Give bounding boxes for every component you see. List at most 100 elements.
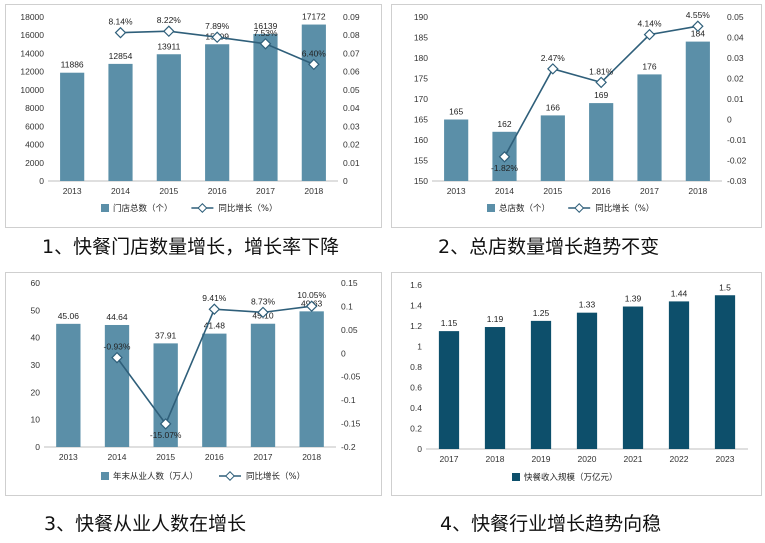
bar-value-label: 1.33 — [579, 300, 596, 310]
y2-tick-label: 0 — [727, 115, 732, 125]
y2-tick-label: 0.1 — [341, 301, 353, 311]
bar — [576, 312, 598, 449]
caption-head-stores: 2、总店数量增长趋势不变 — [438, 236, 660, 258]
y-tick-label: 0.6 — [410, 383, 422, 393]
line-point — [163, 25, 175, 38]
line-point — [259, 37, 272, 50]
bar-value-label: 176 — [642, 61, 656, 71]
bar — [301, 24, 326, 181]
y2-tick-label: 0.04 — [343, 103, 360, 113]
line-value-label: 4.55% — [686, 10, 711, 20]
bar — [205, 44, 230, 181]
x-tick-label: 2013 — [59, 452, 78, 462]
line-point — [211, 31, 223, 44]
line-point — [111, 351, 123, 364]
line-value-label: 1.81% — [589, 66, 614, 76]
x-tick-label: 2021 — [624, 454, 643, 464]
y-tick-label: 1.4 — [410, 301, 422, 311]
y-tick-label: 50 — [31, 305, 41, 315]
y-tick-label: 155 — [414, 156, 428, 166]
y-tick-label: 1.6 — [410, 280, 422, 290]
chart-panel-store-count: 0 2000 4000 6000 8000 10000 12000 14000 16000 180… — [5, 4, 382, 228]
line-value-label: -15.07% — [150, 430, 182, 440]
bar — [56, 323, 81, 447]
y-tick-label: 0 — [39, 176, 44, 186]
legend-label-line: 同比增长（%） — [218, 203, 277, 214]
x-tick-label: 2022 — [670, 454, 689, 464]
x-tick-label: 2018 — [486, 454, 505, 464]
x-tick-label: 2014 — [111, 186, 130, 196]
bar — [484, 327, 506, 449]
y2-tick-label: 0.04 — [727, 33, 744, 43]
bar — [202, 333, 227, 447]
line-point — [547, 63, 559, 75]
bar-value-label: 13911 — [157, 41, 180, 51]
y-tick-label: 4000 — [25, 140, 44, 150]
line-value-label: 2.47% — [541, 53, 566, 63]
bar — [714, 295, 736, 449]
line-point — [257, 306, 269, 319]
x-tick-label: 2018 — [304, 186, 323, 196]
y2-tick-label: 0.08 — [343, 30, 360, 40]
y2-tick-label: 0.03 — [727, 53, 744, 63]
bar-value-label: 16139 — [254, 21, 278, 31]
bar — [444, 119, 469, 181]
line-point — [305, 300, 318, 312]
y-tick-label: 10 — [31, 415, 41, 425]
y-tick-label: 170 — [414, 94, 428, 104]
y-tick-label: 185 — [414, 33, 428, 43]
bar — [253, 33, 278, 181]
y-tick-label: 12000 — [20, 67, 44, 77]
bar — [104, 324, 130, 447]
x-tick-label: 2023 — [716, 454, 735, 464]
legend-label-bar: 门店总数（个） — [113, 203, 173, 214]
line-point — [692, 20, 704, 33]
bar-value-label: 1.15 — [441, 318, 458, 328]
y-tick-label: 14000 — [20, 48, 44, 58]
bar-value-label: 1.25 — [533, 308, 550, 318]
y2-tick-label: 0.09 — [343, 12, 360, 22]
x-tick-label: 2015 — [159, 186, 178, 196]
chart-head-stores: 150 155 160 165 170 175 180 185 190 -0.03 -0.02 -0.… — [414, 10, 747, 214]
y2-tick-label: 0.15 — [341, 278, 358, 288]
bar-value-label: 1.39 — [625, 294, 642, 304]
y-tick-label: 1 — [417, 342, 422, 352]
bar-value-label: 166 — [546, 102, 560, 112]
y-tick-label: 160 — [414, 135, 428, 145]
bar-value-label: 45.06 — [58, 311, 80, 321]
bar — [108, 63, 133, 182]
chart-store-count: 0 2000 4000 6000 8000 10000 12000 14000 16000 180… — [20, 12, 360, 214]
x-tick-label: 2020 — [578, 454, 597, 464]
bar — [685, 41, 710, 181]
line-value-label: 9.41% — [202, 293, 227, 303]
chart-revenue: 0 0.2 0.4 0.6 0.8 1 1.2 1.4 1.6 2017 2018 2019 2020 2… — [410, 280, 748, 483]
x-tick-label: 2014 — [495, 186, 514, 196]
y2-tick-label: 0.02 — [343, 140, 360, 150]
x-tick-label: 2016 — [208, 186, 227, 196]
x-tick-label: 2016 — [205, 452, 224, 462]
legend-swatch-marker — [225, 471, 235, 481]
chart-panel-employees: 0 10 20 30 40 50 60 -0.2 -0.15 -0.1 -0.05 0 0.05 0.1 0… — [5, 272, 382, 496]
legend-label-line: 同比增长（%） — [246, 471, 305, 482]
y-tick-label: 18000 — [20, 12, 44, 22]
x-tick-label: 2016 — [592, 186, 611, 196]
line-value-label: 10.05% — [297, 290, 326, 300]
bar — [530, 320, 552, 449]
y-tick-label: 40 — [31, 333, 41, 343]
x-tick-label: 2015 — [156, 452, 175, 462]
line-value-label: 4.14% — [637, 19, 662, 29]
bar — [156, 54, 181, 181]
x-tick-label: 2018 — [302, 452, 321, 462]
y2-tick-label: 0 — [341, 348, 346, 358]
y-tick-label: 0.2 — [410, 424, 422, 434]
bar-value-label: 1.5 — [719, 282, 731, 292]
caption-employees: 3、快餐从业人数在增长 — [44, 513, 247, 535]
bar-value-label: 41.48 — [204, 321, 226, 331]
y2-tick-label: -0.03 — [727, 176, 747, 186]
bar — [589, 103, 614, 181]
bar — [540, 115, 565, 181]
x-tick-label: 2017 — [640, 186, 659, 196]
y2-tick-label: 0.05 — [341, 325, 358, 335]
y2-tick-label: 0.02 — [727, 74, 744, 84]
y-tick-label: 190 — [414, 12, 428, 22]
